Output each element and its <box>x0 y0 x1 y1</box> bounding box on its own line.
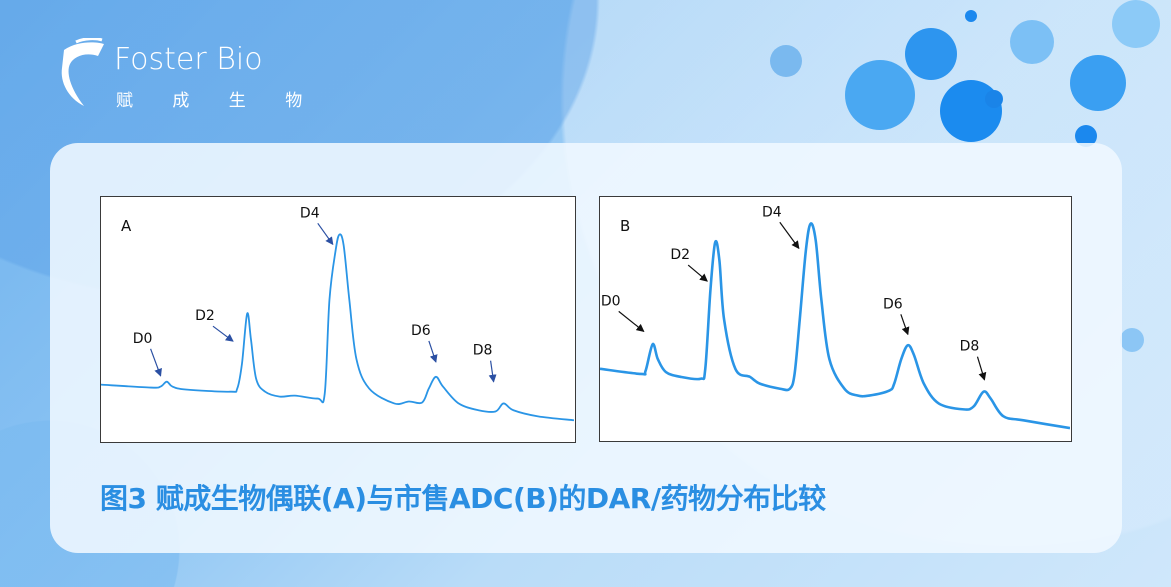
chromatogram-panel-b: B D0 D2 D4 D6 D8 <box>599 196 1072 442</box>
molecule-dot <box>1075 125 1097 147</box>
peak-label-d4: D4 <box>762 204 782 220</box>
peak-arrow <box>150 348 162 377</box>
molecule-dot <box>985 90 1003 108</box>
peak-label-d6: D6 <box>411 323 431 339</box>
peak-label-d6: D6 <box>883 296 903 312</box>
panel-label: B <box>620 217 630 235</box>
peak-label-d8: D8 <box>960 339 980 355</box>
logo-mark-icon <box>61 38 104 106</box>
molecule-dot <box>905 28 957 80</box>
peak-arrow <box>428 340 438 363</box>
chromatogram-a: A D0 D2 D4 D6 D8 <box>101 205 574 422</box>
peak-arrow <box>618 310 645 333</box>
peak-label-d0: D0 <box>133 331 153 347</box>
peak-label-d2: D2 <box>670 247 690 263</box>
chromatogram-panel-a: A D0 D2 D4 D6 D8 <box>100 196 576 443</box>
chromatogram-trace <box>600 222 1070 430</box>
molecule-dot <box>845 60 915 130</box>
figure-caption: 图3 赋成生物偶联(A)与市售ADC(B)的DAR/药物分布比较 <box>100 482 826 515</box>
chromatogram-b: B D0 D2 D4 D6 D8 <box>600 204 1070 430</box>
peak-arrow <box>900 314 910 336</box>
logo-name-cn: 赋 成 生 物 <box>116 91 320 111</box>
peak-arrow <box>687 264 708 282</box>
molecule-dot <box>1120 328 1144 352</box>
logo-name-en: Foster Bio <box>114 42 263 77</box>
molecule-dot <box>1010 20 1054 64</box>
peak-label-d0: D0 <box>601 293 621 309</box>
molecule-dot <box>1112 0 1160 48</box>
peak-arrow <box>212 325 234 342</box>
peak-label-d2: D2 <box>195 308 215 324</box>
peak-arrow <box>779 221 800 250</box>
peak-arrow <box>317 222 334 246</box>
chromatogram-trace <box>101 233 574 422</box>
panel-label: A <box>121 217 132 235</box>
molecule-dot <box>1070 55 1126 111</box>
molecule-dot <box>965 10 977 22</box>
peak-label-d4: D4 <box>300 205 320 221</box>
peak-arrow <box>976 356 987 381</box>
peak-label-d8: D8 <box>473 343 493 359</box>
foster-bio-logo: Foster Bio 赋 成 生 物 <box>56 38 302 118</box>
molecule-dot <box>770 45 802 77</box>
peak-arrow <box>488 360 497 383</box>
